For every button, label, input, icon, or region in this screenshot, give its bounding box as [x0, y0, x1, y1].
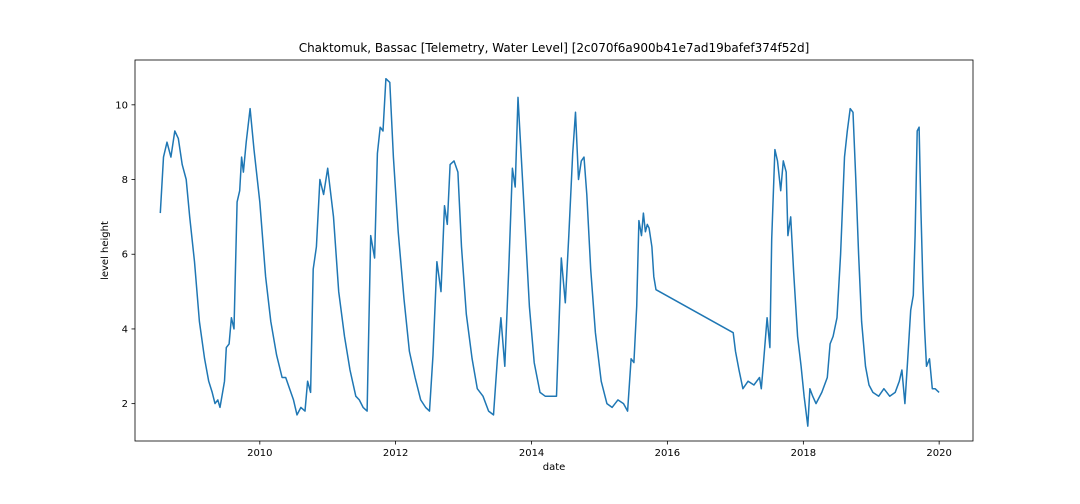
plot-frame	[134, 59, 974, 442]
x-axis: 2010 2012 2014 2016 2018 2020	[247, 441, 952, 459]
series-line	[159, 77, 940, 427]
x-tick-label: 2010	[247, 448, 272, 459]
y-tick-label: 4	[122, 324, 128, 335]
x-tick-label: 2020	[926, 448, 951, 459]
x-axis-label: date	[543, 462, 566, 473]
x-tick-label: 2012	[383, 448, 408, 459]
series-layer	[159, 77, 940, 427]
y-tick-label: 10	[115, 100, 128, 111]
x-tick-label: 2014	[519, 448, 544, 459]
y-axis-label: level height	[100, 221, 111, 280]
y-tick-label: 2	[122, 399, 128, 410]
y-axis: 2 4 6 8 10	[115, 100, 135, 410]
y-tick-label: 8	[122, 175, 128, 186]
x-tick-label: 2016	[655, 448, 680, 459]
x-tick-label: 2018	[791, 448, 816, 459]
chart-title: Chaktomuk, Bassac [Telemetry, Water Leve…	[299, 41, 810, 55]
y-tick-label: 6	[122, 250, 128, 261]
